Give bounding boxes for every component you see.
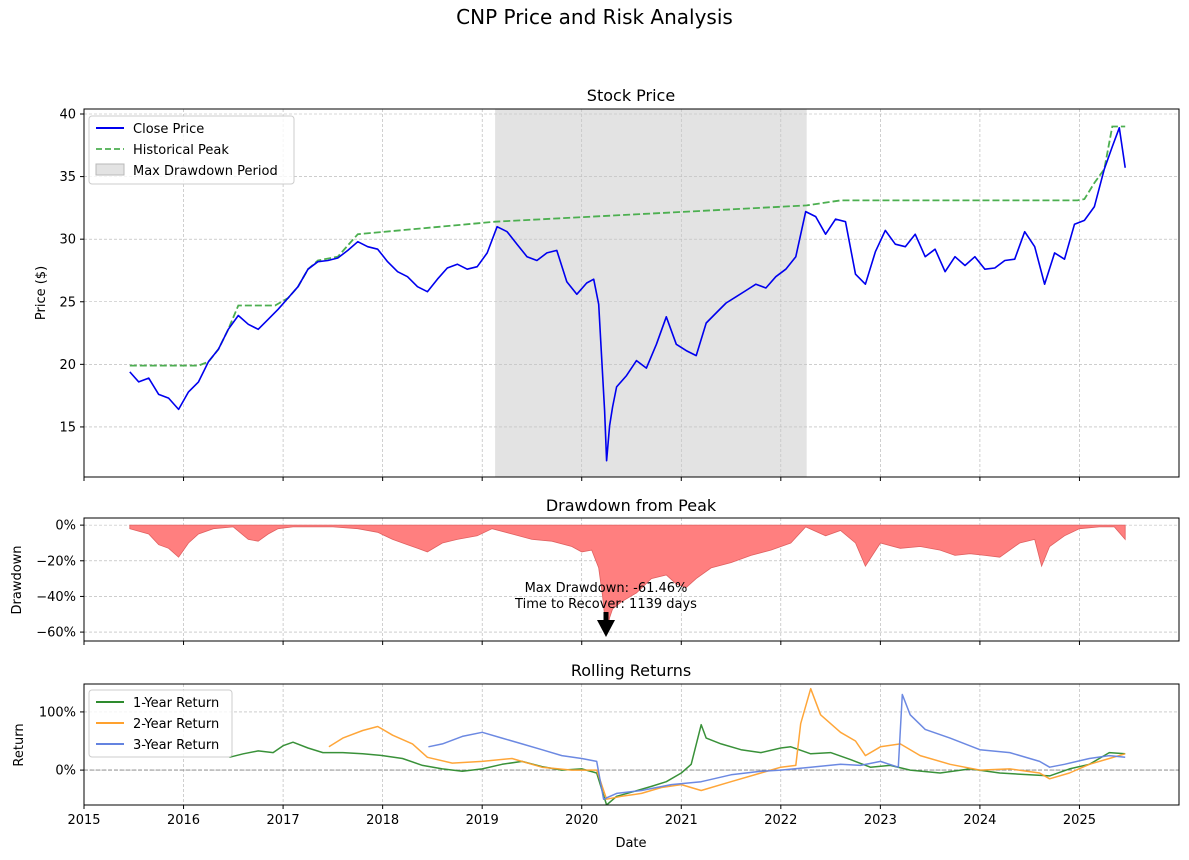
max-drawdown-shaded-span (495, 109, 807, 477)
returns-x-label: Date (615, 836, 646, 851)
y-tick-label: −40% (36, 590, 76, 605)
y-tick-label: 0% (55, 519, 76, 534)
x-tick-label: 2016 (167, 813, 200, 828)
returns-x-ticks: 2015 2016 2017 2018 2019 2020 2021 2022 2023 2024… (67, 805, 1096, 828)
max-drawdown-annotation-line1: Max Drawdown: -61.46% (525, 581, 688, 596)
drawdown-y-ticks: 0% −20% −40% −60% (36, 519, 84, 641)
drawdown-plot-frame (83, 517, 1180, 642)
three-year-return-line (428, 693, 1126, 800)
returns-panel: Rolling Returns 0%100% 2015 2016 2017 2018 2… (12, 661, 1180, 851)
x-tick-label: 2022 (764, 813, 797, 828)
x-tick-label: 2021 (665, 813, 698, 828)
y-tick-label: 0% (55, 764, 76, 779)
max-drawdown-annotation: Max Drawdown: -61.46% Time to Recover: 1… (514, 581, 697, 637)
close-price-line (129, 127, 1126, 462)
y-tick-label: −60% (36, 626, 76, 641)
legend-drawdown-period-label: Max Drawdown Period (133, 164, 278, 179)
max-drawdown-period-span (495, 109, 807, 477)
drawdown-area-group (129, 524, 1126, 635)
legend-1-year-label: 1-Year Return (133, 696, 219, 711)
price-legend: Close Price Historical Peak Max Drawdown… (88, 115, 295, 185)
drawdown-panel: Drawdown from Peak 0% −20% −40% −60% Drawdo… (10, 496, 1180, 645)
drawdown-panel-title: Drawdown from Peak (546, 496, 717, 515)
returns-legend-box (88, 689, 233, 758)
legend-close-price-label: Close Price (133, 122, 204, 137)
returns-series-group (84, 687, 1179, 805)
figure-title: CNP Price and Risk Analysis (456, 5, 733, 29)
x-tick-label: 2020 (565, 813, 598, 828)
returns-panel-title: Rolling Returns (571, 661, 691, 680)
price-panel: Stock Price 15 20 25 30 35 40 Price ($) Close… (34, 86, 1180, 481)
y-tick-label: −20% (36, 554, 76, 569)
x-tick-label: 2019 (466, 813, 499, 828)
y-tick-label: 20 (59, 358, 76, 373)
legend-historical-peak-label: Historical Peak (133, 143, 229, 158)
drawdown-x-ticks (83, 641, 1080, 645)
historical-peak-line (129, 125, 1126, 367)
two-year-return-line (328, 687, 1126, 800)
returns-gridlines (83, 684, 1179, 805)
returns-y-ticks: 0% 100% (39, 705, 84, 779)
price-legend-box (88, 115, 295, 185)
x-tick-label: 2025 (1063, 813, 1096, 828)
price-y-label: Price ($) (34, 266, 49, 320)
max-drawdown-annotation-line2: Time to Recover: 1139 days (514, 597, 697, 612)
x-tick-label: 2015 (67, 813, 100, 828)
legend-3-year-label: 3-Year Return (133, 738, 219, 753)
legend-drawdown-period-swatch (95, 163, 125, 176)
returns-y-label: Return (12, 723, 27, 766)
y-tick-label: 35 (59, 170, 76, 185)
one-year-return-line (229, 723, 1126, 805)
price-panel-title: Stock Price (587, 86, 675, 105)
price-series-group (129, 125, 1126, 462)
y-tick-label: 100% (39, 705, 76, 720)
annotation-arrow-head (597, 620, 615, 637)
returns-plot-frame (83, 683, 1180, 806)
y-tick-label: 15 (59, 420, 76, 435)
returns-legend: 1-Year Return 2-Year Return 3-Year Retur… (88, 689, 233, 758)
price-x-ticks (83, 477, 1080, 481)
price-y-ticks: 15 20 25 30 35 40 (59, 108, 84, 435)
x-tick-label: 2023 (864, 813, 897, 828)
drawdown-area (129, 524, 1126, 635)
legend-2-year-label: 2-Year Return (133, 717, 219, 732)
x-tick-label: 2024 (963, 813, 996, 828)
x-tick-label: 2018 (366, 813, 399, 828)
drawdown-y-label: Drawdown (10, 545, 25, 614)
price-plot-frame (83, 108, 1180, 478)
y-tick-label: 40 (59, 108, 76, 123)
y-tick-label: 25 (59, 295, 76, 310)
y-tick-label: 30 (59, 233, 76, 248)
x-tick-label: 2017 (267, 813, 300, 828)
